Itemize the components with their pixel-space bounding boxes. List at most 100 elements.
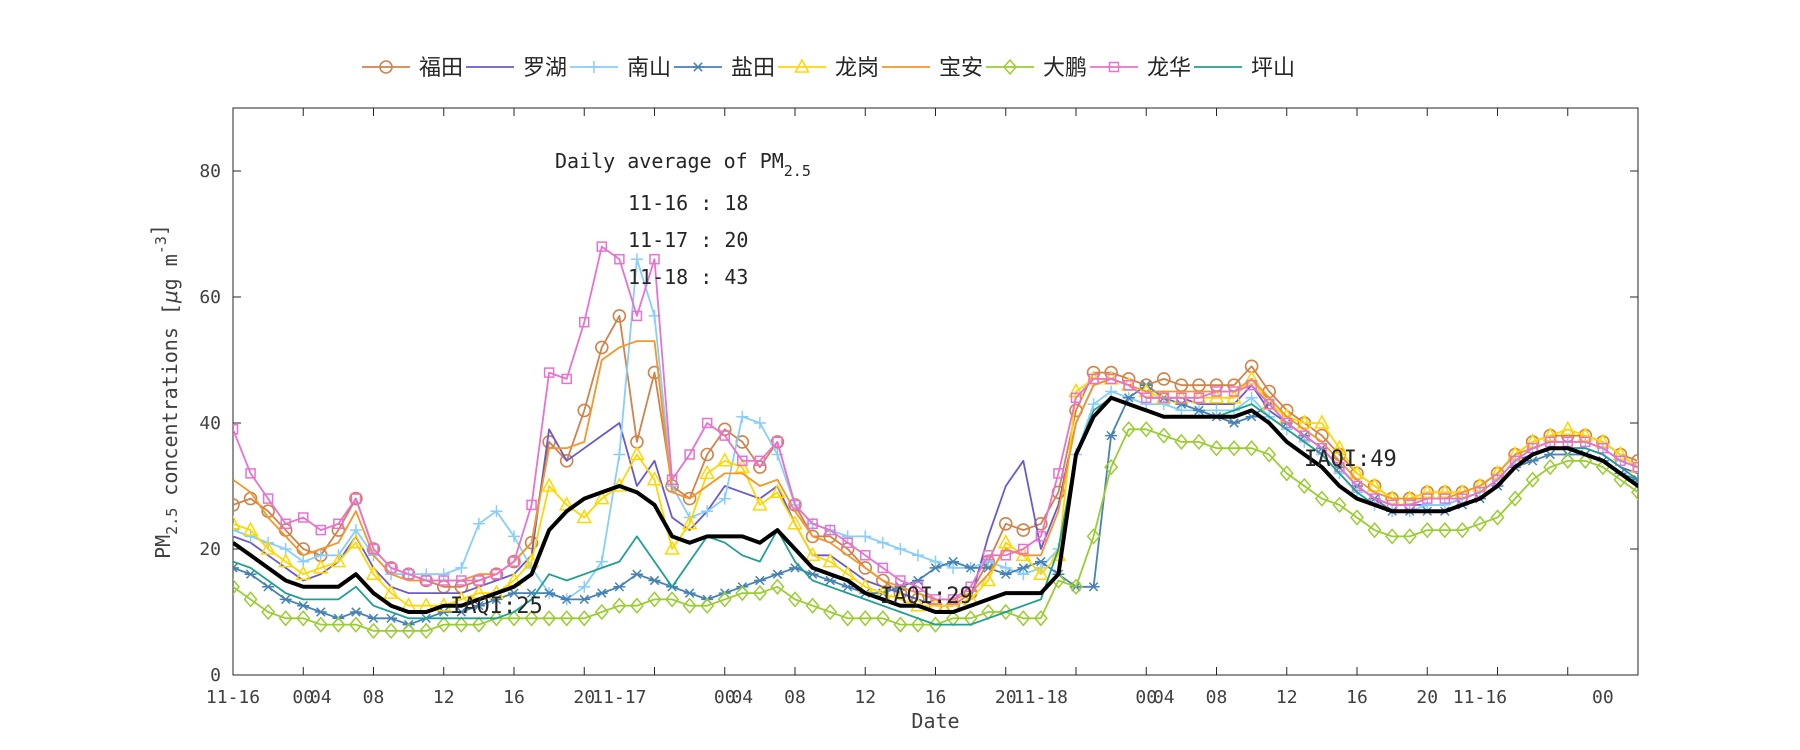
y-tick-label: 60 (199, 287, 221, 308)
data-point (947, 561, 960, 574)
data-point (804, 546, 821, 562)
data-point (770, 578, 785, 595)
data-point (507, 610, 521, 627)
data-point (1299, 430, 1310, 441)
data-point (772, 436, 783, 448)
data-point (1612, 445, 1629, 461)
data-point (1211, 386, 1222, 397)
data-point (665, 591, 680, 608)
series-龙华 (233, 241, 1660, 605)
data-point (1402, 528, 1417, 545)
data-point (1140, 398, 1153, 411)
data-point (490, 505, 503, 518)
data-point (1105, 385, 1118, 398)
data-point (1651, 456, 1660, 465)
data-point (1316, 442, 1328, 454)
data-point (233, 515, 241, 530)
x-tick-label: 12 (433, 687, 455, 708)
legend-item: 福田 (362, 56, 463, 81)
data-point (718, 492, 731, 505)
x-tick-label: 11-17 (592, 687, 646, 708)
data-point (1559, 420, 1576, 436)
data-point (1508, 490, 1523, 507)
x-tick-label: 20 (995, 687, 1017, 708)
data-point (436, 616, 451, 633)
data-point (1542, 427, 1558, 442)
data-point (472, 517, 485, 530)
data-point (401, 622, 416, 640)
data-point (242, 521, 259, 536)
data-point (717, 591, 732, 608)
data-point (630, 253, 643, 266)
data-point (543, 367, 555, 378)
data-point (233, 563, 239, 573)
data-point (1279, 465, 1294, 482)
data-point (260, 540, 276, 555)
data-point (331, 616, 346, 633)
data-point (894, 543, 907, 555)
data-point (701, 417, 713, 429)
data-point (719, 430, 730, 441)
x-tick-label: 00 (1135, 687, 1157, 708)
data-point (1631, 454, 1638, 468)
data-point (541, 477, 557, 492)
data-point (1016, 610, 1031, 627)
data-point (647, 591, 662, 608)
data-point (1228, 386, 1240, 397)
series-line (233, 377, 1638, 607)
data-point (1105, 373, 1117, 385)
data-point (594, 490, 610, 505)
data-point (1244, 440, 1259, 457)
data-point (1281, 417, 1292, 429)
data-point (1017, 568, 1030, 581)
data-point (333, 518, 344, 530)
data-point (805, 597, 820, 614)
data-point (233, 524, 239, 537)
data-point (313, 559, 329, 574)
data-point (1334, 461, 1345, 473)
data-point (1033, 565, 1049, 580)
data-point (578, 580, 591, 593)
data-point (1366, 477, 1383, 492)
data-point (245, 468, 256, 479)
data-point (243, 591, 258, 608)
data-point (1650, 488, 1662, 496)
data-point (824, 575, 837, 586)
data-point (842, 537, 853, 548)
data-point (296, 610, 311, 627)
data-point (588, 61, 600, 73)
data-point (1053, 468, 1064, 479)
legend-label: 坪山 (1251, 56, 1295, 81)
data-point (455, 607, 468, 617)
data-point (1314, 414, 1330, 429)
data-point (1210, 404, 1223, 417)
annotation-title-sub: 2.5 (784, 162, 811, 180)
data-point (681, 515, 698, 530)
data-point (734, 458, 751, 473)
data-point (350, 493, 362, 504)
legend-label: 盐田 (731, 56, 775, 81)
data-point (1086, 528, 1101, 545)
data-point (1472, 515, 1487, 532)
legend-item: 盐田 (674, 56, 775, 81)
data-point (233, 578, 240, 595)
data-point (595, 588, 608, 598)
data-point (1104, 458, 1119, 476)
legend: 福田 罗湖 南山 盐田 龙岗 宝安 大鹏 龙华 坪山 (362, 56, 1295, 81)
data-point (612, 309, 627, 323)
data-point (1649, 460, 1662, 472)
data-point (771, 569, 784, 579)
data-point (1191, 433, 1206, 451)
data-point (1087, 582, 1100, 592)
data-point (295, 565, 312, 580)
data-point (297, 555, 310, 568)
data-point (507, 554, 521, 569)
data-point (1176, 392, 1187, 404)
data-point (877, 562, 889, 574)
data-point (368, 543, 379, 555)
data-point (244, 569, 257, 579)
data-point (473, 575, 485, 586)
data-point (315, 524, 327, 536)
data-point (1069, 578, 1083, 595)
x-tick-label: 04 (310, 687, 332, 708)
